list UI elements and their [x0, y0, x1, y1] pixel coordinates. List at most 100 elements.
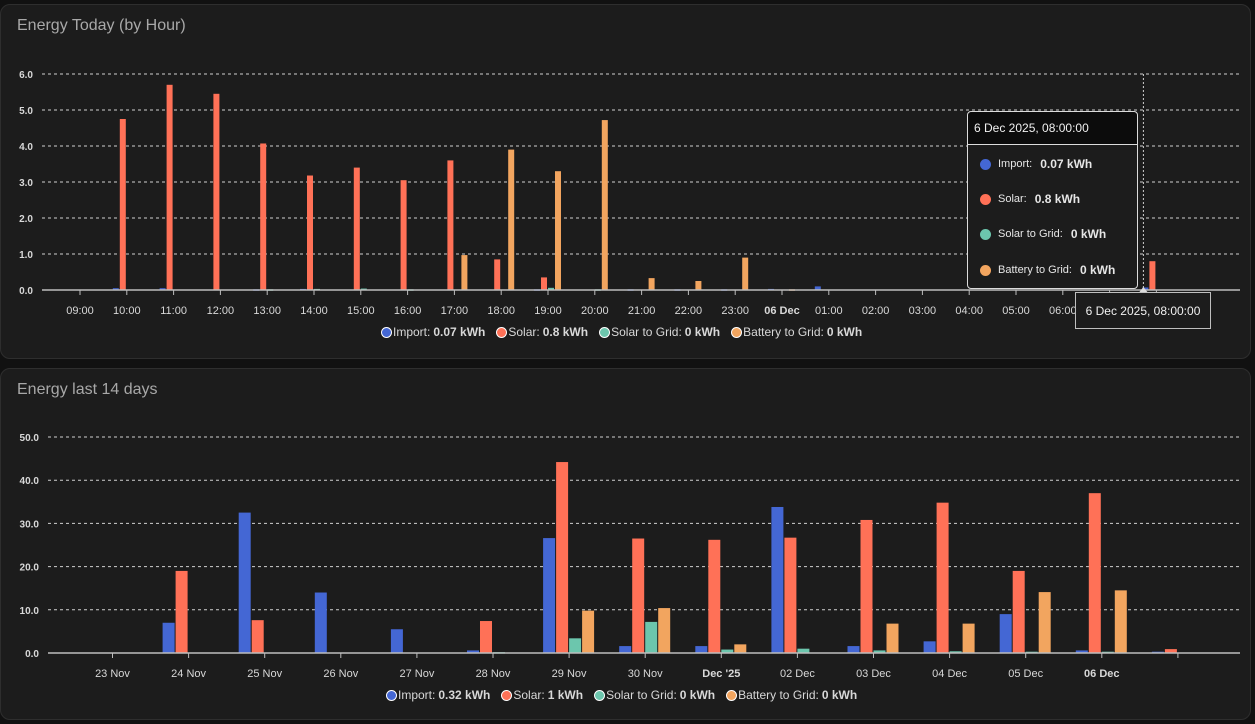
bar-solar[interactable]: [213, 93, 220, 290]
x-tick-label: 09:00: [66, 305, 94, 317]
bar-solar[interactable]: [1088, 493, 1101, 653]
bar-solar[interactable]: [494, 259, 501, 290]
bar-battery-to-grid[interactable]: [461, 255, 468, 290]
bar-solar-to-grid[interactable]: [873, 650, 886, 653]
battery-to-grid-dot-icon: [726, 689, 738, 701]
bar-import[interactable]: [695, 646, 708, 653]
x-tick-label: 04:00: [955, 305, 983, 317]
bar-import[interactable]: [159, 288, 166, 290]
y-tick-label: 50.0: [20, 433, 40, 444]
bar-battery-to-grid[interactable]: [658, 608, 671, 653]
axis-pointer-label: 6 Dec 2025, 08:00:00: [1075, 292, 1211, 329]
bar-battery-to-grid[interactable]: [508, 149, 515, 290]
bar-import[interactable]: [543, 538, 556, 653]
x-tick-label: 05 Dec: [1008, 668, 1043, 680]
legend-item-solar[interactable]: Solar: 1 kWh: [501, 688, 583, 702]
bar-solar[interactable]: [860, 519, 873, 653]
bar-battery-to-grid[interactable]: [742, 257, 749, 290]
bar-solar-to-grid[interactable]: [797, 648, 810, 653]
bar-solar[interactable]: [119, 119, 126, 290]
bar-solar[interactable]: [400, 180, 407, 290]
tooltip-row-solar-to-grid: Solar to Grid: 0 kWh: [980, 227, 1106, 241]
bar-battery-to-grid[interactable]: [1114, 590, 1127, 653]
bar-solar[interactable]: [541, 277, 547, 290]
bar-import[interactable]: [771, 506, 784, 653]
legend-item-battery-to-grid[interactable]: Battery to Grid: 0 kWh: [726, 688, 857, 702]
bar-solar[interactable]: [480, 621, 492, 653]
tooltip-title: 6 Dec 2025, 08:00:00: [968, 112, 1137, 145]
bar-import[interactable]: [923, 641, 936, 653]
bar-solar[interactable]: [307, 175, 313, 290]
x-tick-label: 18:00: [487, 305, 515, 317]
bar-solar[interactable]: [353, 167, 360, 290]
battery-to-grid-dot-icon: [980, 264, 991, 276]
bar-import[interactable]: [390, 629, 403, 653]
chart-legend: Import: 0.32 kWh Solar: 1 kWh Solar to Gri…: [386, 688, 857, 702]
bar-import[interactable]: [112, 288, 119, 290]
bar-solar[interactable]: [447, 160, 454, 290]
bar-import[interactable]: [467, 650, 479, 653]
bar-solar[interactable]: [1149, 261, 1156, 290]
chart-tooltip: 6 Dec 2025, 08:00:00 Import: 0.07 kWh Sol…: [967, 111, 1138, 289]
bar-solar[interactable]: [251, 620, 264, 653]
bar-import[interactable]: [1075, 650, 1088, 653]
axis-pointer-caret-icon: [1139, 287, 1148, 292]
y-tick-label: 10.0: [20, 606, 40, 617]
card-title: Energy Today (by Hour): [17, 17, 186, 34]
bar-solar-to-grid[interactable]: [548, 287, 554, 290]
bar-battery-to-grid[interactable]: [648, 278, 655, 290]
bar-solar[interactable]: [936, 502, 949, 653]
bar-import[interactable]: [847, 646, 860, 653]
bar-solar[interactable]: [1164, 649, 1177, 653]
legend-item-import[interactable]: Import: 0.32 kWh: [386, 688, 490, 702]
tooltip-row-battery-to-grid: Battery to Grid: 0 kWh: [980, 263, 1115, 277]
bar-solar-to-grid[interactable]: [645, 621, 658, 653]
bar-solar-to-grid[interactable]: [569, 638, 582, 653]
bar-solar[interactable]: [708, 539, 721, 653]
bar-solar-to-grid[interactable]: [721, 649, 734, 653]
bar-solar[interactable]: [175, 570, 188, 653]
x-tick-label: 22:00: [675, 305, 703, 317]
bar-battery-to-grid[interactable]: [1038, 592, 1051, 653]
bar-import[interactable]: [238, 512, 251, 653]
bar-solar[interactable]: [556, 462, 569, 653]
bar-import[interactable]: [1142, 287, 1149, 290]
bar-import[interactable]: [814, 286, 821, 290]
bar-import[interactable]: [162, 622, 175, 653]
import-dot-icon: [980, 158, 991, 170]
legend-item-solar-to-grid[interactable]: Solar to Grid: 0 kWh: [594, 688, 715, 702]
bar-import[interactable]: [314, 592, 327, 653]
bar-battery-to-grid[interactable]: [886, 623, 899, 653]
y-tick-label: 1.0: [19, 250, 33, 261]
bar-import[interactable]: [619, 646, 632, 653]
x-tick-label: 21:00: [628, 305, 656, 317]
battery-to-grid-dot-icon: [731, 326, 743, 338]
x-tick-label: 12:00: [207, 305, 235, 317]
x-tick-label: Dec '25: [702, 668, 740, 680]
bar-solar[interactable]: [784, 537, 797, 653]
bar-battery-to-grid[interactable]: [962, 623, 975, 653]
bar-battery-to-grid[interactable]: [555, 171, 561, 290]
bar-battery-to-grid[interactable]: [582, 610, 595, 653]
legend-item-battery-to-grid[interactable]: Battery to Grid: 0 kWh: [731, 325, 862, 339]
x-tick-label: 05:00: [1002, 305, 1030, 317]
bar-solar[interactable]: [260, 143, 267, 290]
y-tick-label: 0.0: [19, 286, 33, 297]
bar-solar-to-grid[interactable]: [949, 651, 962, 653]
legend-item-solar[interactable]: Solar: 0.8 kWh: [496, 325, 588, 339]
bar-battery-to-grid[interactable]: [734, 644, 747, 653]
bar-solar[interactable]: [166, 84, 173, 290]
y-tick-label: 30.0: [20, 519, 40, 530]
bar-solar[interactable]: [632, 538, 645, 653]
bar-battery-to-grid[interactable]: [695, 281, 702, 290]
x-tick-label: 06 Dec: [1084, 668, 1119, 680]
x-tick-label: 25 Nov: [247, 668, 282, 680]
bar-solar[interactable]: [1012, 570, 1025, 653]
bar-battery-to-grid[interactable]: [601, 120, 608, 290]
solar-to-grid-dot-icon: [980, 228, 991, 240]
legend-item-import[interactable]: Import: 0.07 kWh: [381, 325, 485, 339]
legend-item-solar-to-grid[interactable]: Solar to Grid: 0 kWh: [599, 325, 720, 339]
bar-import[interactable]: [999, 614, 1012, 653]
solar-to-grid-dot-icon: [594, 689, 606, 701]
